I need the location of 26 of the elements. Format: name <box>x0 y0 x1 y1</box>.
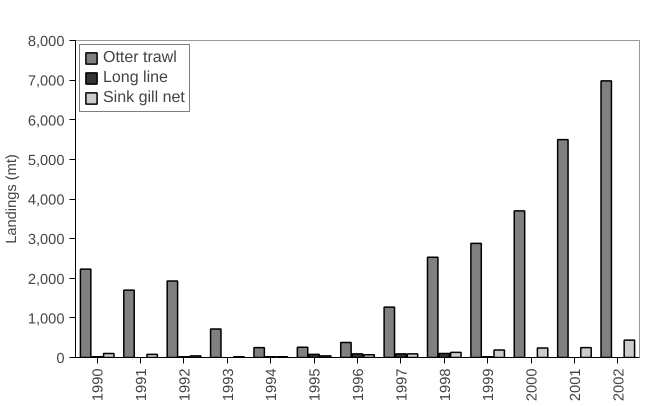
legend-label: Long line <box>103 69 168 87</box>
y-tick-label: 8,000 <box>28 34 65 50</box>
x-tick-label: 1993 <box>220 368 237 402</box>
y-tick-label: 4,000 <box>28 192 65 208</box>
legend-label: Otter trawl <box>103 49 177 67</box>
x-tick-label: 1997 <box>394 368 410 402</box>
x-tick-label: 1990 <box>90 368 107 402</box>
y-tick-label: 1,000 <box>28 311 65 328</box>
x-tick-label: 2002 <box>611 368 628 402</box>
x-tick-label: 1995 <box>308 368 324 402</box>
y-tick-label: 5,000 <box>28 152 65 169</box>
y-tick-label: 0 <box>56 351 65 367</box>
x-tick-label: 1999 <box>481 368 498 402</box>
y-tick-label: 3,000 <box>28 232 65 248</box>
x-tick-label: 1994 <box>264 368 280 402</box>
y-tick-label: 7,000 <box>28 74 65 90</box>
x-tick-label: 1991 <box>134 368 150 402</box>
x-tick-label: 1992 <box>177 368 194 402</box>
legend-label: Sink gill net <box>103 89 185 107</box>
x-tick-label: 2000 <box>524 368 541 402</box>
y-tick-label: 2,000 <box>28 272 65 288</box>
y-axis-title: Landings (mt) <box>4 154 20 244</box>
x-tick-label: 2001 <box>568 368 584 402</box>
y-tick-label: 6,000 <box>28 113 65 130</box>
x-tick-label: 1998 <box>438 368 454 402</box>
x-tick-label: 1996 <box>351 368 367 402</box>
